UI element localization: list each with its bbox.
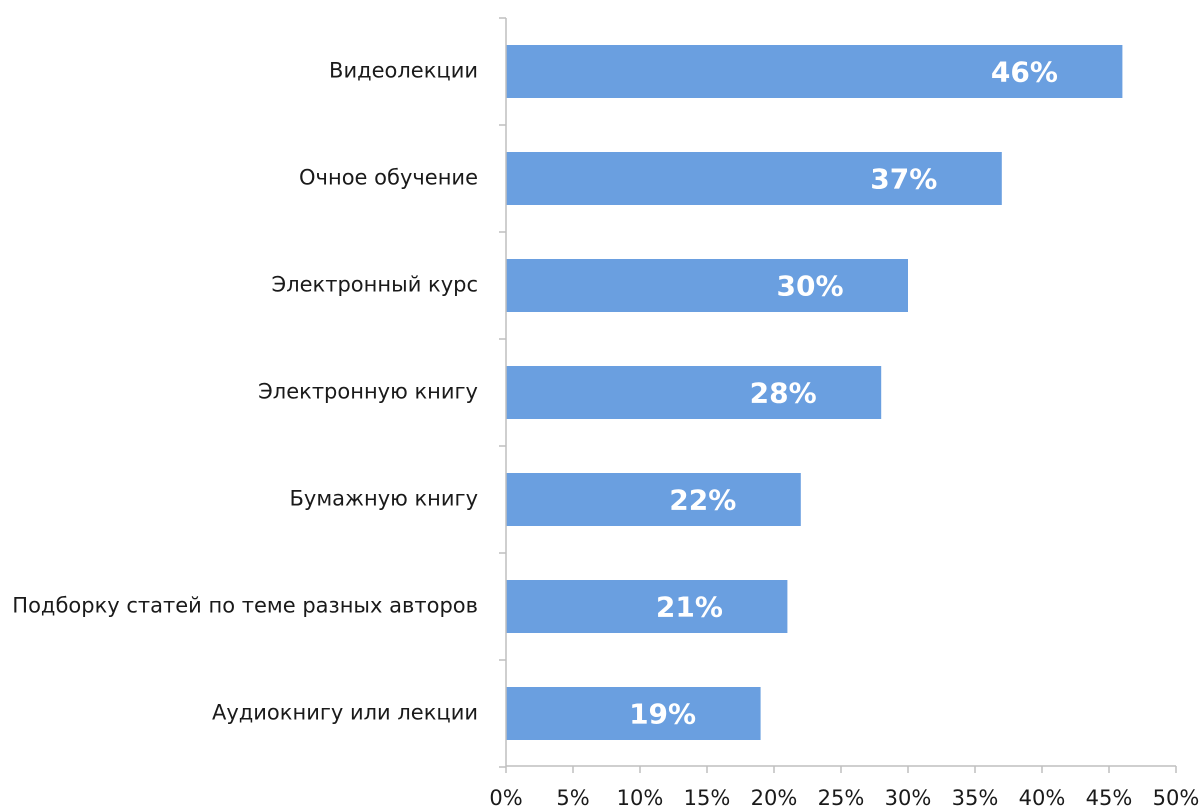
bar-5 — [506, 473, 801, 526]
x-tick-label-0: 0% — [489, 786, 522, 810]
bar-1 — [506, 45, 1123, 98]
category-label-1: Видеолекции — [329, 59, 478, 83]
data-labels-group: 46% 37% 30% 28% 22% 21% 19% — [629, 56, 1058, 731]
category-labels-group: Видеолекции Очное обучение Электронный кур… — [12, 59, 478, 725]
bar-6 — [506, 580, 788, 633]
x-tick-label-10: 50% — [1153, 786, 1200, 810]
bar-3 — [506, 259, 908, 312]
bar-7 — [506, 687, 761, 740]
category-label-3: Электронный курс — [272, 273, 478, 297]
data-label-1: 46% — [991, 56, 1058, 89]
x-tick-label-4: 20% — [751, 786, 798, 810]
x-tick-labels-group: 0% 5% 10% 15% 20% 25% 30% 35% 40% 45% 50% — [489, 786, 1199, 810]
x-tick-label-9: 45% — [1086, 786, 1133, 810]
category-label-4: Электронную книгу — [258, 380, 478, 404]
data-label-6: 21% — [656, 591, 723, 624]
category-label-6: Подборку статей по теме разных авторов — [12, 594, 478, 618]
bars-group — [506, 45, 1123, 740]
bar-4 — [506, 366, 882, 419]
x-tick-label-1: 5% — [556, 786, 589, 810]
data-label-4: 28% — [750, 377, 817, 410]
x-tick-label-8: 40% — [1019, 786, 1066, 810]
category-label-7: Аудиокнигу или лекции — [212, 701, 478, 725]
x-axis-ticks-group — [505, 766, 1177, 773]
x-tick-label-3: 15% — [684, 786, 731, 810]
data-label-2: 37% — [870, 163, 937, 196]
x-tick-label-6: 30% — [885, 786, 932, 810]
data-label-7: 19% — [629, 698, 696, 731]
data-label-5: 22% — [669, 484, 736, 517]
y-axis-ticks-group — [499, 17, 506, 768]
x-tick-label-5: 25% — [818, 786, 865, 810]
x-tick-label-7: 35% — [952, 786, 999, 810]
x-tick-label-2: 10% — [617, 786, 664, 810]
category-label-5: Бумажную книгу — [290, 487, 479, 511]
data-label-3: 30% — [776, 270, 843, 303]
category-label-2: Очное обучение — [299, 166, 478, 190]
bar-2 — [506, 152, 1002, 205]
